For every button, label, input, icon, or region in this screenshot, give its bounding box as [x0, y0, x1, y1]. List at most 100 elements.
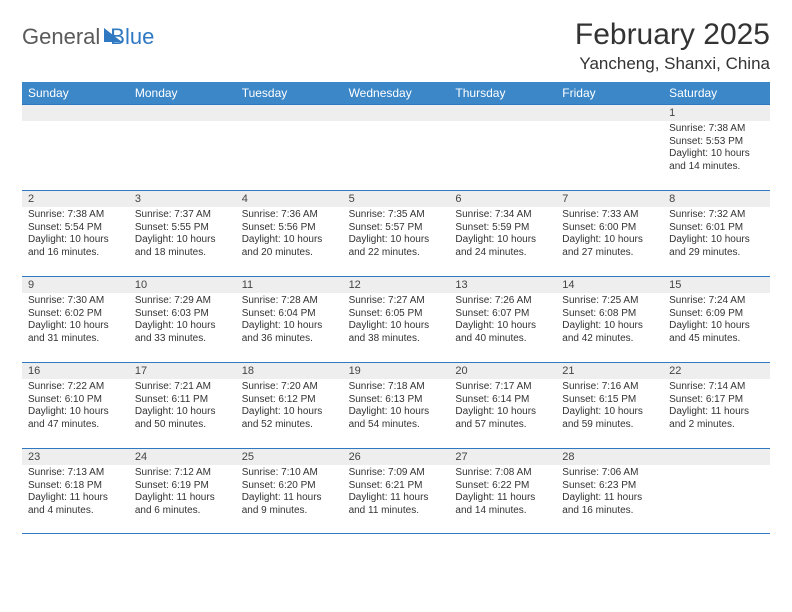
- day-number: 17: [129, 363, 236, 379]
- daylight-text: Daylight: 10 hours and 40 minutes.: [455, 320, 550, 345]
- daylight-text: Daylight: 10 hours and 14 minutes.: [669, 148, 764, 173]
- day-info: Sunrise: 7:13 AMSunset: 6:18 PMDaylight:…: [22, 465, 129, 521]
- calendar-cell: 7Sunrise: 7:33 AMSunset: 6:00 PMDaylight…: [556, 190, 663, 276]
- daylight-text: Daylight: 10 hours and 50 minutes.: [135, 406, 230, 431]
- sunset-text: Sunset: 5:54 PM: [28, 222, 123, 235]
- day-info: Sunrise: 7:22 AMSunset: 6:10 PMDaylight:…: [22, 379, 129, 435]
- day-number: 7: [556, 191, 663, 207]
- weekday-friday: Friday: [556, 82, 663, 104]
- location-label: Yancheng, Shanxi, China: [575, 54, 770, 74]
- day-number: 12: [343, 277, 450, 293]
- day-info: Sunrise: 7:34 AMSunset: 5:59 PMDaylight:…: [449, 207, 556, 263]
- sunrise-text: Sunrise: 7:33 AM: [562, 209, 657, 222]
- weekday-sunday: Sunday: [22, 82, 129, 104]
- daylight-text: Daylight: 11 hours and 6 minutes.: [135, 492, 230, 517]
- sunset-text: Sunset: 6:02 PM: [28, 308, 123, 321]
- daylight-text: Daylight: 10 hours and 22 minutes.: [349, 234, 444, 259]
- calendar-cell: 26Sunrise: 7:09 AMSunset: 6:21 PMDayligh…: [343, 448, 450, 534]
- calendar-cell: 17Sunrise: 7:21 AMSunset: 6:11 PMDayligh…: [129, 362, 236, 448]
- sunrise-text: Sunrise: 7:21 AM: [135, 381, 230, 394]
- day-number: 18: [236, 363, 343, 379]
- day-info: Sunrise: 7:08 AMSunset: 6:22 PMDaylight:…: [449, 465, 556, 521]
- day-number: 1: [663, 105, 770, 121]
- day-info: Sunrise: 7:29 AMSunset: 6:03 PMDaylight:…: [129, 293, 236, 349]
- sunset-text: Sunset: 6:18 PM: [28, 480, 123, 493]
- calendar-cell: 16Sunrise: 7:22 AMSunset: 6:10 PMDayligh…: [22, 362, 129, 448]
- day-number: 24: [129, 449, 236, 465]
- weekday-saturday: Saturday: [663, 82, 770, 104]
- calendar-cell: 6Sunrise: 7:34 AMSunset: 5:59 PMDaylight…: [449, 190, 556, 276]
- day-number: 20: [449, 363, 556, 379]
- day-info: Sunrise: 7:14 AMSunset: 6:17 PMDaylight:…: [663, 379, 770, 435]
- daylight-text: Daylight: 10 hours and 16 minutes.: [28, 234, 123, 259]
- day-number: [449, 105, 556, 121]
- sunrise-text: Sunrise: 7:10 AM: [242, 467, 337, 480]
- day-info: Sunrise: 7:21 AMSunset: 6:11 PMDaylight:…: [129, 379, 236, 435]
- calendar-page: General Blue February 2025 Yancheng, Sha…: [0, 0, 792, 544]
- sunrise-text: Sunrise: 7:24 AM: [669, 295, 764, 308]
- calendar-cell: 24Sunrise: 7:12 AMSunset: 6:19 PMDayligh…: [129, 448, 236, 534]
- sunset-text: Sunset: 6:03 PM: [135, 308, 230, 321]
- day-number: [236, 105, 343, 121]
- calendar-cell: 20Sunrise: 7:17 AMSunset: 6:14 PMDayligh…: [449, 362, 556, 448]
- calendar-cell: [343, 104, 450, 190]
- day-info: Sunrise: 7:10 AMSunset: 6:20 PMDaylight:…: [236, 465, 343, 521]
- sunset-text: Sunset: 5:55 PM: [135, 222, 230, 235]
- weekday-tuesday: Tuesday: [236, 82, 343, 104]
- sunrise-text: Sunrise: 7:38 AM: [669, 123, 764, 136]
- day-number: [343, 105, 450, 121]
- sunrise-text: Sunrise: 7:09 AM: [349, 467, 444, 480]
- sunrise-text: Sunrise: 7:16 AM: [562, 381, 657, 394]
- day-info: Sunrise: 7:38 AMSunset: 5:53 PMDaylight:…: [663, 121, 770, 177]
- calendar-cell: 2Sunrise: 7:38 AMSunset: 5:54 PMDaylight…: [22, 190, 129, 276]
- day-info: Sunrise: 7:12 AMSunset: 6:19 PMDaylight:…: [129, 465, 236, 521]
- calendar-cell: 23Sunrise: 7:13 AMSunset: 6:18 PMDayligh…: [22, 448, 129, 534]
- calendar-cell: 11Sunrise: 7:28 AMSunset: 6:04 PMDayligh…: [236, 276, 343, 362]
- sunrise-text: Sunrise: 7:35 AM: [349, 209, 444, 222]
- daylight-text: Daylight: 10 hours and 29 minutes.: [669, 234, 764, 259]
- day-info: Sunrise: 7:18 AMSunset: 6:13 PMDaylight:…: [343, 379, 450, 435]
- sunset-text: Sunset: 5:57 PM: [349, 222, 444, 235]
- sunset-text: Sunset: 6:07 PM: [455, 308, 550, 321]
- calendar-grid: 1Sunrise: 7:38 AMSunset: 5:53 PMDaylight…: [22, 104, 770, 534]
- calendar-cell: 25Sunrise: 7:10 AMSunset: 6:20 PMDayligh…: [236, 448, 343, 534]
- calendar-cell: 19Sunrise: 7:18 AMSunset: 6:13 PMDayligh…: [343, 362, 450, 448]
- day-number: 16: [22, 363, 129, 379]
- sunset-text: Sunset: 5:56 PM: [242, 222, 337, 235]
- sunset-text: Sunset: 6:01 PM: [669, 222, 764, 235]
- sunrise-text: Sunrise: 7:20 AM: [242, 381, 337, 394]
- calendar-cell: [236, 104, 343, 190]
- daylight-text: Daylight: 11 hours and 11 minutes.: [349, 492, 444, 517]
- daylight-text: Daylight: 10 hours and 24 minutes.: [455, 234, 550, 259]
- weekday-wednesday: Wednesday: [343, 82, 450, 104]
- day-number: 19: [343, 363, 450, 379]
- sunrise-text: Sunrise: 7:12 AM: [135, 467, 230, 480]
- sunrise-text: Sunrise: 7:37 AM: [135, 209, 230, 222]
- logo: General Blue: [22, 24, 154, 50]
- day-info: Sunrise: 7:32 AMSunset: 6:01 PMDaylight:…: [663, 207, 770, 263]
- sunset-text: Sunset: 6:05 PM: [349, 308, 444, 321]
- day-number: 4: [236, 191, 343, 207]
- day-info: Sunrise: 7:16 AMSunset: 6:15 PMDaylight:…: [556, 379, 663, 435]
- title-block: February 2025 Yancheng, Shanxi, China: [575, 18, 770, 74]
- sunset-text: Sunset: 5:53 PM: [669, 136, 764, 149]
- day-number: 15: [663, 277, 770, 293]
- sunrise-text: Sunrise: 7:28 AM: [242, 295, 337, 308]
- daylight-text: Daylight: 11 hours and 16 minutes.: [562, 492, 657, 517]
- sunrise-text: Sunrise: 7:06 AM: [562, 467, 657, 480]
- calendar-cell: [449, 104, 556, 190]
- day-number: 27: [449, 449, 556, 465]
- daylight-text: Daylight: 10 hours and 38 minutes.: [349, 320, 444, 345]
- daylight-text: Daylight: 10 hours and 20 minutes.: [242, 234, 337, 259]
- daylight-text: Daylight: 11 hours and 4 minutes.: [28, 492, 123, 517]
- sunset-text: Sunset: 6:04 PM: [242, 308, 337, 321]
- sunrise-text: Sunrise: 7:13 AM: [28, 467, 123, 480]
- day-info: Sunrise: 7:20 AMSunset: 6:12 PMDaylight:…: [236, 379, 343, 435]
- calendar-cell: 12Sunrise: 7:27 AMSunset: 6:05 PMDayligh…: [343, 276, 450, 362]
- daylight-text: Daylight: 10 hours and 18 minutes.: [135, 234, 230, 259]
- day-info: Sunrise: 7:09 AMSunset: 6:21 PMDaylight:…: [343, 465, 450, 521]
- sunrise-text: Sunrise: 7:18 AM: [349, 381, 444, 394]
- day-number: 9: [22, 277, 129, 293]
- sunset-text: Sunset: 6:14 PM: [455, 394, 550, 407]
- calendar-cell: 3Sunrise: 7:37 AMSunset: 5:55 PMDaylight…: [129, 190, 236, 276]
